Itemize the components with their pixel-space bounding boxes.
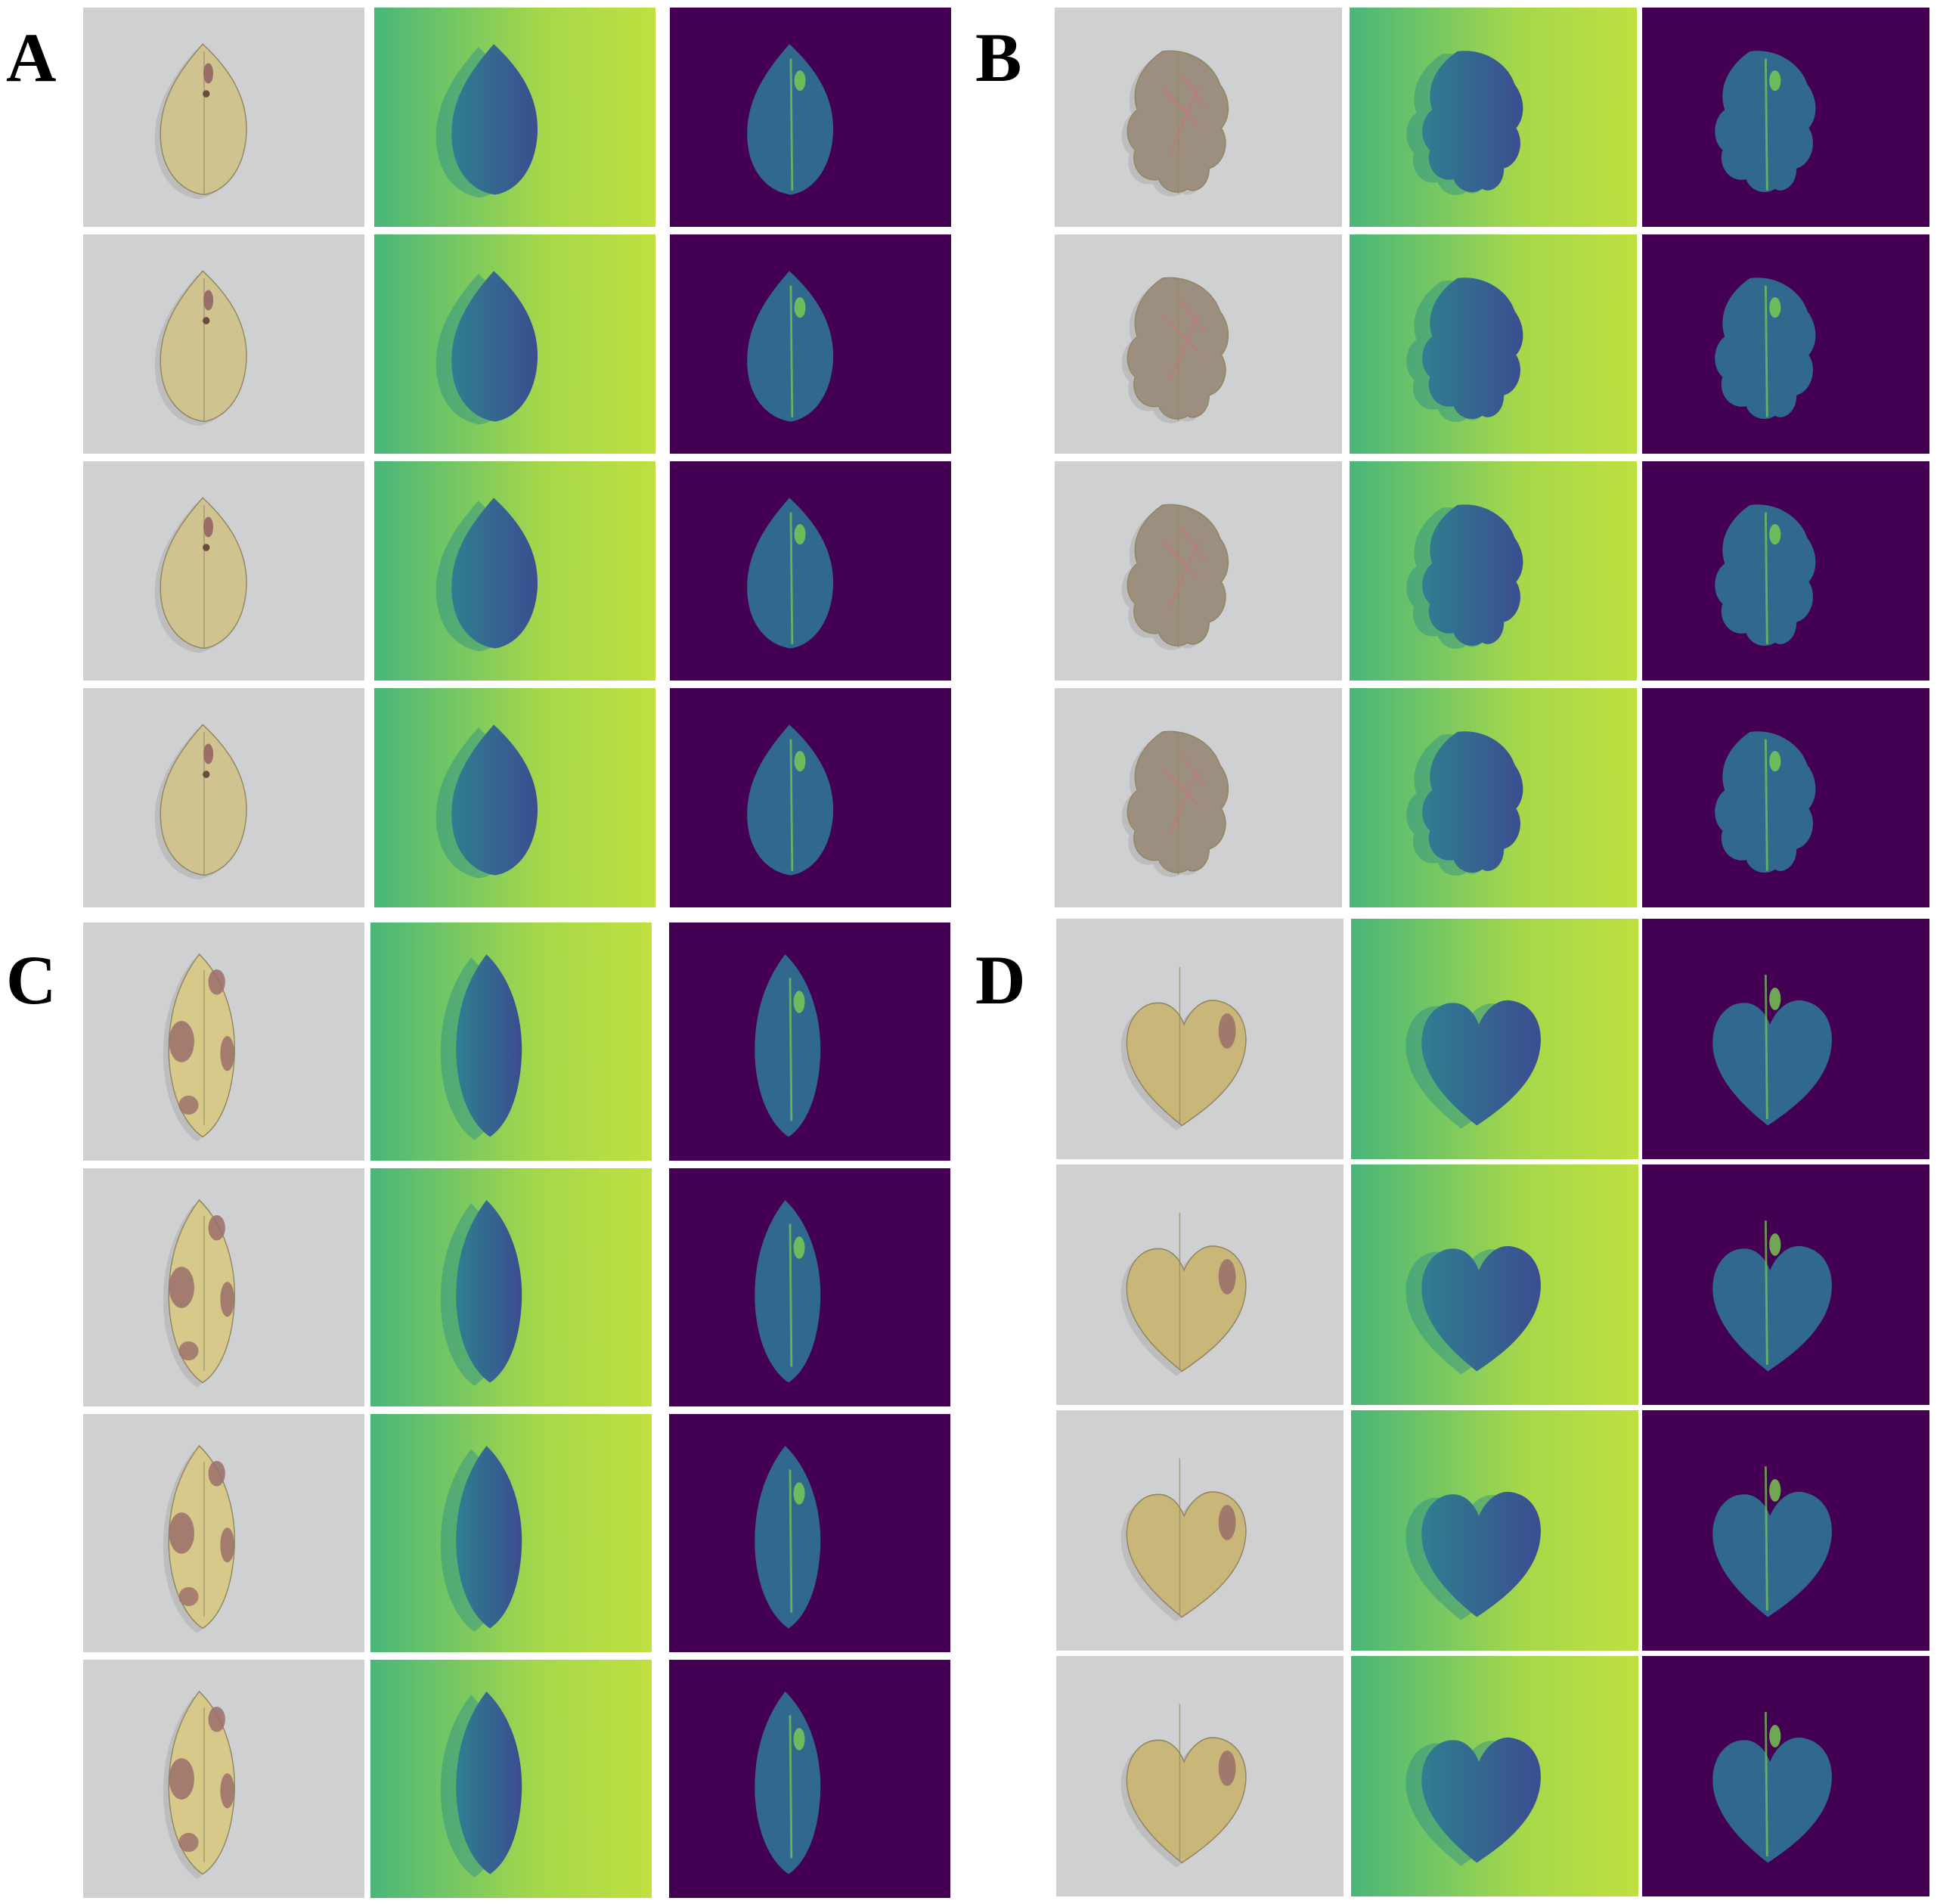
panel-a-row1-rgb-photo bbox=[83, 8, 364, 227]
panel-b-row2-grayscale-viridis-map bbox=[1350, 234, 1637, 454]
panel-d-row3-masked-viridis-map bbox=[1642, 1410, 1929, 1651]
panel-d-row1-masked-viridis-map bbox=[1642, 919, 1929, 1159]
panel-d-row3-rgb-photo bbox=[1056, 1410, 1344, 1651]
panel-b-row1-grayscale-viridis-map bbox=[1350, 8, 1637, 227]
panel-c-row2-grayscale-viridis-map bbox=[370, 1168, 652, 1406]
panel-a-row3-rgb-photo bbox=[83, 461, 364, 681]
panel-a-row4-grayscale-viridis-map bbox=[374, 688, 655, 907]
panel-a-row2-masked-viridis-map bbox=[670, 234, 951, 454]
panel-d-row2-masked-viridis-map bbox=[1642, 1164, 1929, 1405]
panel-c-row2-masked-viridis-map bbox=[669, 1168, 950, 1406]
panel-b-row3-masked-viridis-map bbox=[1642, 461, 1929, 681]
panel-d-row4-rgb-photo bbox=[1056, 1656, 1344, 1896]
panel-a-row2-grayscale-viridis-map bbox=[374, 234, 655, 454]
panel-c-row1-masked-viridis-map bbox=[669, 923, 950, 1161]
panel-c-row3-rgb-photo bbox=[83, 1414, 364, 1652]
panel-b-row2-rgb-photo bbox=[1055, 234, 1342, 454]
panel-a-row3-grayscale-viridis-map bbox=[374, 461, 655, 681]
panel-c-row4-rgb-photo bbox=[83, 1660, 364, 1898]
panel-a-row1-masked-viridis-map bbox=[670, 8, 951, 227]
panel-c-row1-grayscale-viridis-map bbox=[370, 923, 652, 1161]
panel-d-row4-masked-viridis-map bbox=[1642, 1656, 1929, 1896]
panel-label-c: C bbox=[6, 941, 57, 1019]
panel-b-row2-masked-viridis-map bbox=[1642, 234, 1929, 454]
panel-a-row2-rgb-photo bbox=[83, 234, 364, 454]
panel-a-row3-masked-viridis-map bbox=[670, 461, 951, 681]
panel-b-row3-grayscale-viridis-map bbox=[1350, 461, 1637, 681]
panel-d-row1-grayscale-viridis-map bbox=[1351, 919, 1638, 1159]
panel-b-row4-rgb-photo bbox=[1055, 688, 1342, 907]
panel-c-row4-grayscale-viridis-map bbox=[370, 1660, 652, 1898]
panel-d-row4-grayscale-viridis-map bbox=[1351, 1656, 1638, 1896]
panel-a-row4-rgb-photo bbox=[83, 688, 364, 907]
panel-d-row3-grayscale-viridis-map bbox=[1351, 1410, 1638, 1651]
panel-label-a: A bbox=[6, 19, 57, 96]
panel-b-row4-masked-viridis-map bbox=[1642, 688, 1929, 907]
panel-d-row1-rgb-photo bbox=[1056, 919, 1344, 1159]
panel-label-b: B bbox=[975, 19, 1022, 96]
panel-d-row2-rgb-photo bbox=[1056, 1164, 1344, 1405]
panel-label-d: D bbox=[975, 941, 1026, 1019]
panel-c-row3-masked-viridis-map bbox=[669, 1414, 950, 1652]
panel-c-row1-rgb-photo bbox=[83, 923, 364, 1161]
panel-b-row3-rgb-photo bbox=[1055, 461, 1342, 681]
panel-b-row1-rgb-photo bbox=[1055, 8, 1342, 227]
panel-c-row3-grayscale-viridis-map bbox=[370, 1414, 652, 1652]
panel-c-row2-rgb-photo bbox=[83, 1168, 364, 1406]
panel-b-row1-masked-viridis-map bbox=[1642, 8, 1929, 227]
panel-c-row4-masked-viridis-map bbox=[669, 1660, 950, 1898]
panel-a-row4-masked-viridis-map bbox=[670, 688, 951, 907]
panel-a-row1-grayscale-viridis-map bbox=[374, 8, 655, 227]
panel-b-row4-grayscale-viridis-map bbox=[1350, 688, 1637, 907]
panel-d-row2-grayscale-viridis-map bbox=[1351, 1164, 1638, 1405]
